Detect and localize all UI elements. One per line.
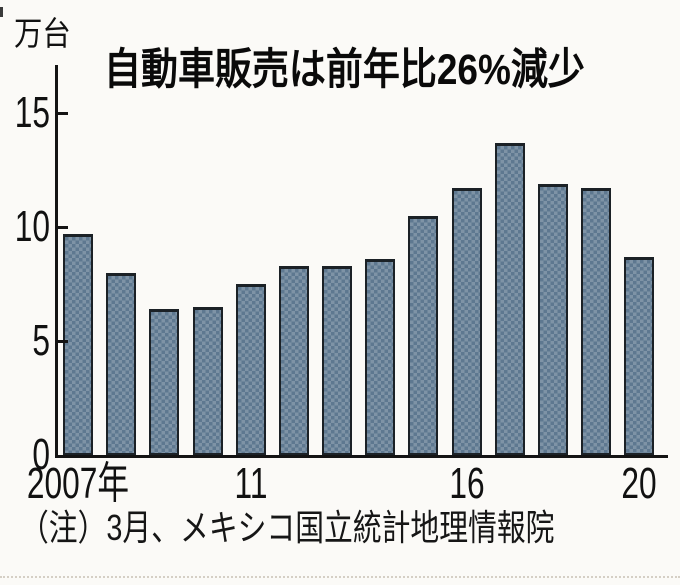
y-axis-line [55, 65, 58, 458]
bar-2011 [236, 284, 266, 455]
crop-edge-mark [0, 7, 3, 17]
bar-2017 [495, 143, 525, 455]
y-axis-unit-label: 万台 [14, 15, 71, 52]
bar-2016 [452, 188, 482, 455]
x-tick-label: 16 [449, 459, 485, 508]
bar-2012 [279, 266, 309, 455]
bar-2020 [624, 257, 654, 455]
bar-2018 [538, 184, 568, 455]
bar-2008 [106, 273, 136, 455]
bar-2007 [63, 234, 93, 455]
y-tick-label: 0 [32, 430, 50, 479]
bar-2014 [365, 259, 395, 455]
bar-2010 [193, 307, 223, 455]
y-tick [58, 112, 68, 115]
y-tick-label: 15 [14, 88, 50, 137]
chart-title: 自動車販売は前年比26%減少 [104, 46, 585, 94]
bar-2013 [322, 266, 352, 455]
y-tick [58, 226, 68, 229]
x-tick-label: 11 [234, 459, 268, 508]
bar-2015 [408, 216, 438, 455]
y-tick-label: 10 [14, 202, 50, 251]
x-tick-label: 20 [621, 459, 657, 508]
bottom-divider [0, 576, 680, 578]
x-axis-line [55, 455, 668, 458]
y-tick [58, 340, 68, 343]
bar-2009 [149, 309, 179, 455]
bar-2019 [581, 188, 611, 455]
source-note: （注）3月、メキシコ国立統計地理情報院 [20, 507, 555, 548]
x-tick-label: 2007年 [26, 459, 130, 508]
y-tick-label: 5 [32, 316, 50, 365]
